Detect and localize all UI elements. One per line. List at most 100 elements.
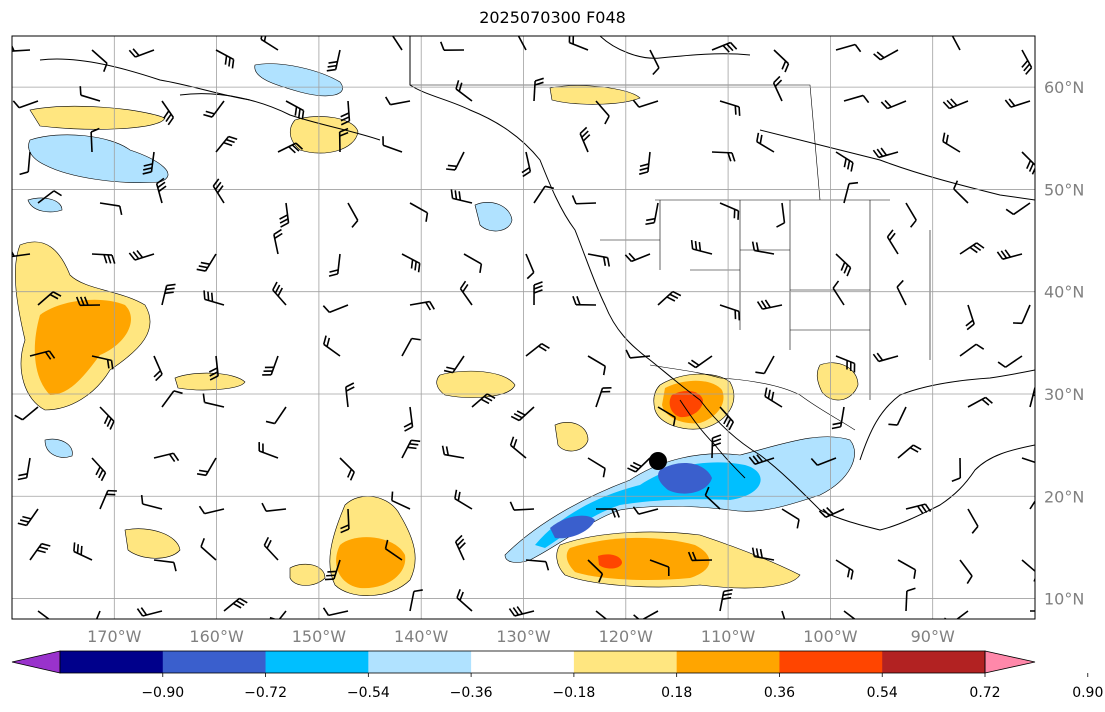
wind-barb: [401, 253, 421, 273]
wind-barb: [328, 253, 341, 277]
lon-tick-label: 150°W: [292, 627, 347, 646]
wind-barb: [91, 253, 116, 264]
wind-barb: [888, 406, 907, 426]
wind-barb: [835, 355, 856, 373]
wind-barb: [719, 589, 733, 612]
wind-barb: [91, 355, 114, 370]
wind-barb: [886, 229, 899, 255]
positive-anomaly-region: [566, 537, 710, 580]
wind-barb: [632, 506, 659, 515]
forecast-point-marker: [649, 452, 667, 470]
wind-barb: [322, 607, 349, 617]
wind-barb: [324, 559, 341, 581]
wind-barb: [75, 296, 101, 307]
wind-barb: [872, 147, 899, 159]
wind-barb: [208, 355, 219, 381]
wind-barb: [91, 457, 107, 482]
wind-barb: [632, 99, 659, 108]
border: [649, 364, 856, 431]
wind-barb: [872, 352, 899, 363]
colorbar-extend-high: [984, 650, 1036, 674]
colorbar-bin: [162, 651, 267, 673]
wind-barb: [215, 49, 235, 69]
wind-barb: [756, 299, 783, 310]
wind-barb: [897, 444, 922, 459]
wind-barb: [905, 587, 916, 612]
wind-barb: [905, 202, 917, 228]
wind-barb: [687, 355, 713, 369]
colorbar-label: −0.90: [141, 685, 184, 701]
lat-tick-label: 20°N: [1044, 487, 1084, 506]
positive-anomaly-region: [554, 421, 589, 452]
wind-barb: [322, 304, 349, 314]
wind-barb: [401, 337, 421, 357]
wind-barb: [959, 559, 973, 585]
colorbar-label: 0.18: [661, 685, 692, 701]
wind-barb: [719, 304, 741, 321]
wind-barb: [212, 178, 225, 204]
wind-barb: [409, 202, 429, 222]
wind-barb: [873, 49, 899, 61]
wind-barb: [409, 589, 423, 612]
wind-barb: [896, 279, 907, 306]
wind-barb: [339, 457, 355, 481]
wind-barb: [17, 457, 31, 481]
wind-barb: [454, 489, 473, 510]
colorbar-label: 0.72: [969, 685, 1000, 701]
wind-barb: [843, 610, 856, 619]
wind-barb: [587, 457, 606, 478]
wind-barb: [810, 457, 837, 466]
wind-barb: [37, 190, 62, 204]
wind-barb: [345, 382, 355, 408]
wind-barb: [403, 406, 414, 432]
wind-barb: [263, 536, 279, 561]
lon-tick-label: 120°W: [599, 627, 654, 646]
wind-barb: [835, 253, 852, 277]
wind-barb: [340, 100, 351, 126]
positive-anomaly-region: [549, 85, 641, 105]
lon-tick-label: 140°W: [394, 627, 449, 646]
wind-barb: [99, 406, 115, 430]
wind-barb: [525, 253, 535, 280]
wind-barb: [1021, 457, 1035, 464]
wind-barb: [633, 610, 659, 619]
positive-anomaly-region: [29, 105, 166, 130]
wind-barb: [843, 181, 859, 204]
wind-barb: [384, 96, 411, 106]
colorbar-bin: [676, 651, 780, 673]
wind-barb: [401, 439, 421, 459]
wind-barb: [140, 494, 163, 510]
coastline: [39, 58, 251, 101]
wind-barb: [203, 290, 225, 306]
wind-barb: [751, 547, 775, 561]
coastline: [859, 369, 1035, 461]
wind-barb: [459, 280, 473, 306]
wind-barb: [322, 335, 341, 357]
wind-barb: [751, 241, 775, 255]
wind-barb: [687, 551, 713, 562]
wind-barb: [781, 610, 786, 619]
colorbar-label: −0.54: [347, 685, 390, 701]
wind-barb: [260, 36, 279, 51]
wind-barb: [265, 406, 287, 425]
wind-barb: [1004, 98, 1031, 108]
wind-barb: [347, 202, 359, 228]
wind-barb: [215, 135, 238, 153]
colorbar-bin: [882, 651, 986, 673]
wind-barb: [29, 350, 56, 360]
wind-barb: [1021, 151, 1035, 175]
wind-barb: [202, 393, 225, 408]
wind-barb: [579, 126, 591, 153]
wind-barb: [533, 77, 544, 102]
wind-barb: [951, 457, 962, 483]
wind-barb: [711, 41, 738, 53]
wind-barb: [1021, 49, 1033, 75]
wind-barb: [624, 252, 651, 263]
wind-barb: [719, 100, 741, 116]
wind-barb: [996, 249, 1023, 260]
wind-barb: [409, 300, 435, 311]
wind-barb: [340, 508, 350, 534]
positive-anomaly-region: [290, 116, 359, 154]
negative-anomaly-region: [474, 201, 513, 232]
